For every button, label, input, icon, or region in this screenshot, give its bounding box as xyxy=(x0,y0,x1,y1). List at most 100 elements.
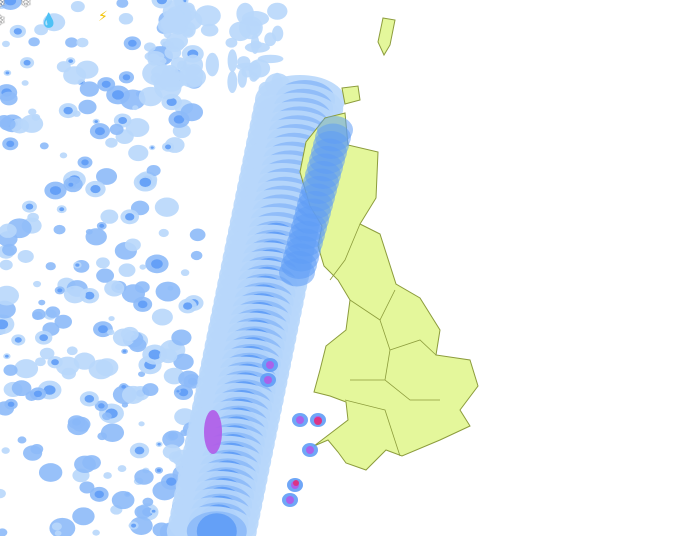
rain-cell xyxy=(118,117,128,125)
rain-cell xyxy=(104,280,125,297)
rain-cell xyxy=(225,37,238,48)
rain-cell xyxy=(229,21,252,42)
rain-cell xyxy=(96,168,118,185)
rain-cell xyxy=(65,37,78,48)
rain-cell xyxy=(90,184,101,194)
rain-cell xyxy=(0,117,16,131)
rain-cell xyxy=(267,2,288,20)
snowflake-icon[interactable]: ❄ xyxy=(20,0,32,11)
rain-cell xyxy=(1,447,10,454)
rain-cell xyxy=(121,384,126,389)
rain-cell xyxy=(173,353,194,370)
rain-cell xyxy=(271,25,284,42)
rain-cell xyxy=(28,37,40,47)
rain-cell xyxy=(151,259,163,269)
rain-cell xyxy=(30,444,44,455)
snowflake-icon[interactable]: ❄ xyxy=(0,14,6,28)
rain-cell xyxy=(200,23,219,37)
rain-cell xyxy=(142,497,154,507)
rain-cell xyxy=(25,203,34,210)
rain-cell xyxy=(138,371,146,377)
rain-cell xyxy=(0,259,13,271)
rain-cell xyxy=(13,28,22,35)
rain-cell xyxy=(248,61,262,81)
rain-cell xyxy=(17,436,27,444)
rain-cell xyxy=(39,142,49,150)
rain-cell xyxy=(134,446,145,455)
great-britain-landmass xyxy=(299,17,479,471)
rain-cell xyxy=(156,468,161,473)
rain-cell xyxy=(237,56,251,69)
rain-cell xyxy=(84,395,95,403)
rain-cell xyxy=(49,186,62,195)
rain-cell xyxy=(94,127,105,136)
rain-cell xyxy=(14,359,39,379)
rain-cell xyxy=(0,91,18,106)
rain-cell xyxy=(180,269,190,277)
rain-cell xyxy=(99,223,105,228)
front-band-heavy xyxy=(196,513,237,536)
rain-cell xyxy=(5,354,9,358)
rain-cell xyxy=(171,329,192,346)
heavy-cell xyxy=(296,416,304,424)
rain-cell xyxy=(102,412,112,421)
rain-cell xyxy=(152,522,171,536)
rain-cell xyxy=(122,74,131,81)
rain-cell xyxy=(250,33,260,54)
rain-cell xyxy=(128,39,137,47)
rain-cell xyxy=(190,250,203,261)
rain-cell xyxy=(142,383,159,397)
rain-cell xyxy=(118,263,136,277)
rain-cell xyxy=(72,110,81,117)
rain-cell xyxy=(54,530,62,536)
rain-cell xyxy=(3,364,18,376)
rain-cell xyxy=(100,209,119,224)
rain-cell xyxy=(178,388,189,397)
rain-cell xyxy=(6,140,15,148)
rain-cell xyxy=(105,137,118,148)
rain-cell xyxy=(183,302,193,310)
rain-cell xyxy=(94,120,98,123)
rain-cell xyxy=(159,348,178,364)
rain-cell xyxy=(109,123,124,135)
rain-cell xyxy=(78,99,97,115)
rain-cell xyxy=(170,17,186,35)
raindrop-icon[interactable]: 💧 xyxy=(40,13,58,29)
rain-cell xyxy=(112,90,124,100)
rain-cell xyxy=(122,350,127,353)
rain-cell xyxy=(0,488,6,499)
rain-cell xyxy=(116,0,129,8)
rain-cell xyxy=(42,13,66,32)
snowflake-icon[interactable]: ❄ xyxy=(0,0,6,10)
rain-cell xyxy=(143,42,156,52)
rain-cell xyxy=(39,334,49,342)
rain-cell xyxy=(75,263,80,267)
mainland-britain xyxy=(299,112,479,471)
rain-cell xyxy=(72,507,95,526)
rain-cell xyxy=(111,491,135,510)
rain-cell xyxy=(39,347,55,360)
heavy-cell xyxy=(266,361,274,369)
rain-cell xyxy=(85,228,107,246)
rain-cell xyxy=(51,522,62,531)
rain-cell xyxy=(74,455,96,474)
rain-cell xyxy=(54,314,72,329)
rain-cell xyxy=(95,358,119,377)
rain-cell xyxy=(0,223,17,238)
rain-cell xyxy=(5,71,10,75)
lightning-icon[interactable]: ⚡ xyxy=(98,9,108,25)
rain-cell xyxy=(108,316,115,322)
rain-cell xyxy=(155,281,181,302)
rain-cell xyxy=(21,80,29,86)
rain-cell xyxy=(96,268,115,283)
rain-cell xyxy=(51,359,59,366)
rain-cell xyxy=(33,390,43,398)
rain-cell xyxy=(146,164,161,177)
internal-borders xyxy=(329,223,440,457)
rain-cell xyxy=(81,159,89,166)
rain-cell xyxy=(66,346,78,356)
rain-cell xyxy=(227,70,238,94)
rain-cell xyxy=(152,56,167,66)
extreme-cell xyxy=(314,417,322,425)
